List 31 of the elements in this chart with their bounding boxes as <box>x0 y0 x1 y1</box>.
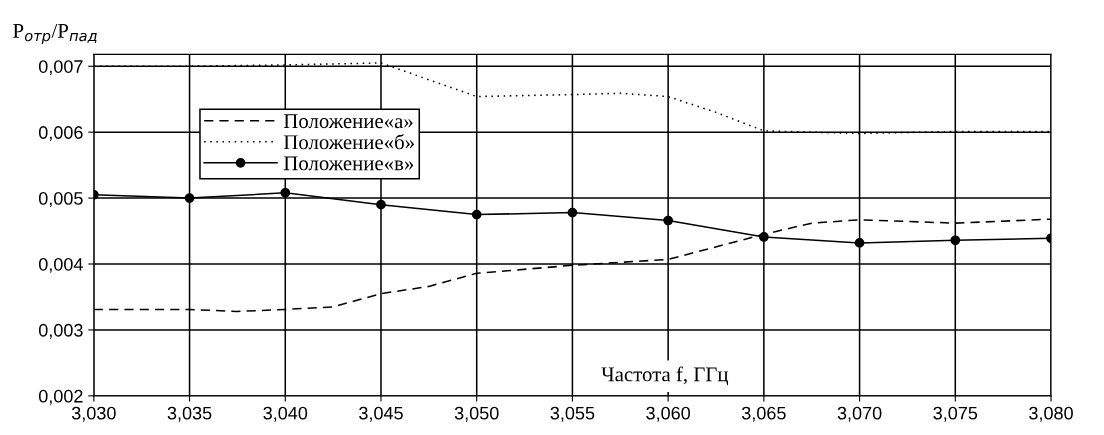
x-tick-label: 3,080 <box>1029 406 1073 422</box>
y-tick-label: 0,003 <box>38 323 83 339</box>
point <box>376 199 386 210</box>
y-axis-title: P$_{отр}$/P$_{пад}$ <box>13 23 97 45</box>
x-tick-label: 3,070 <box>837 406 882 422</box>
x-tick-label: 3,055 <box>550 406 595 422</box>
legend-label: Положение«б» <box>283 134 414 150</box>
legend-label: Положение«в» <box>283 156 414 171</box>
point <box>567 207 578 218</box>
y-tick-label: 0,002 <box>38 389 83 405</box>
x-axis-title: Частота f, ГГц <box>601 366 729 386</box>
point <box>280 187 291 198</box>
point <box>758 232 769 242</box>
x-tick-label: 3,045 <box>359 406 403 422</box>
x-tick-label: 3,035 <box>167 406 212 422</box>
point <box>950 235 961 246</box>
x-tick-label: 3,040 <box>263 406 308 422</box>
point <box>854 238 865 248</box>
x-tick-label: 3,075 <box>933 406 978 422</box>
y-tick-label: 0,007 <box>38 60 83 76</box>
x-tick-label: 3,050 <box>454 406 499 422</box>
point <box>663 215 674 226</box>
y-tick-label: 0,005 <box>38 192 83 207</box>
x-tick-label: 3,065 <box>741 406 786 422</box>
point <box>471 209 482 220</box>
y-tick-label: 0,006 <box>38 126 83 142</box>
point <box>184 193 195 203</box>
y-tick-label: 0,004 <box>38 257 83 273</box>
x-tick-label: 3,060 <box>646 406 691 422</box>
legend-label: Положение«а» <box>283 114 413 129</box>
x-tick-label: 3,030 <box>71 406 116 422</box>
